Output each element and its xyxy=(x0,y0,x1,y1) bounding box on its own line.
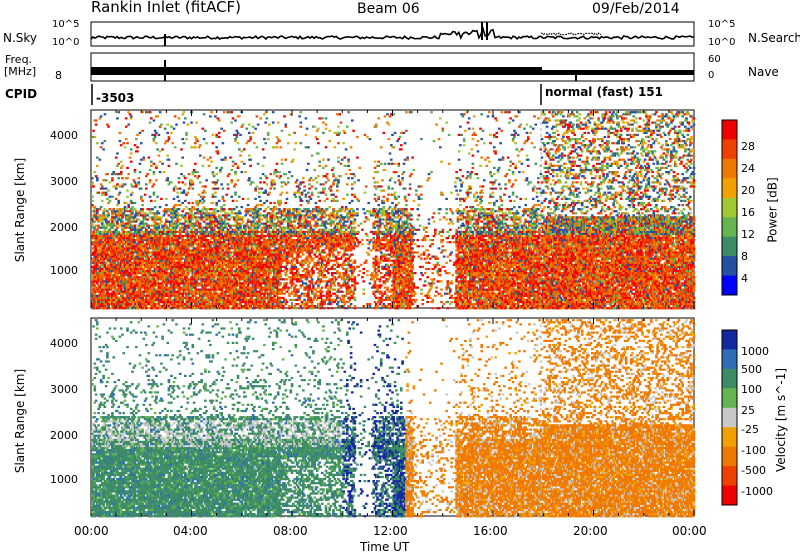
nave-tick-top: 60 xyxy=(708,55,721,65)
freq-label-line2: [MHz] xyxy=(4,66,36,77)
power-ytick-4000: 4000 xyxy=(50,130,78,141)
vel-cb-neg1000: -1000 xyxy=(741,486,773,497)
velocity-colorbar-segment xyxy=(722,485,737,506)
velocity-heatmap xyxy=(91,319,696,518)
power-heatmap xyxy=(91,111,696,310)
velocity-colorbar-segment xyxy=(722,466,737,486)
date-label: 09/Feb/2014 xyxy=(592,2,680,16)
x-axis-label: Time UT xyxy=(360,541,409,553)
power-ytick-2000: 2000 xyxy=(50,222,78,233)
xtick-1200: 12:00 xyxy=(373,525,408,537)
velocity-colorbar xyxy=(721,329,738,506)
power-cb-8: 8 xyxy=(741,251,748,262)
nave-tick-bottom: 0 xyxy=(708,71,714,81)
power-cb-28: 28 xyxy=(741,141,755,152)
nave-trace xyxy=(542,70,694,75)
velocity-colorbar-segment xyxy=(722,349,737,370)
station-title: Rankin Inlet (fitACF) xyxy=(91,0,241,15)
vel-cb-neg500: -500 xyxy=(741,465,766,476)
noise-search-label: N.Search xyxy=(748,32,800,44)
vel-cb-neg100: -100 xyxy=(741,445,766,456)
noise-tick-bottom-left: 10^0 xyxy=(52,38,79,48)
power-colorbar-segment xyxy=(722,197,737,218)
vel-cb-25: 25 xyxy=(741,405,755,416)
xtick-0800: 08:00 xyxy=(273,525,308,537)
noise-sky-label: N.Sky xyxy=(3,32,37,44)
velocity-ytick-1000: 1000 xyxy=(50,474,78,485)
velocity-colorbar-segment xyxy=(722,427,737,448)
freq-band-trace xyxy=(91,67,542,75)
noise-tick-top-right: 10^5 xyxy=(708,20,735,30)
power-cb-16: 16 xyxy=(741,207,755,218)
power-colorbar-segment xyxy=(722,158,737,179)
xtick-2000: 20:00 xyxy=(573,525,608,537)
power-cb-24: 24 xyxy=(741,163,755,174)
velocity-ytick-4000: 4000 xyxy=(50,338,78,349)
power-colorbar xyxy=(721,119,738,296)
velocity-colorbar-segment xyxy=(722,446,737,467)
power-colorbar-segment xyxy=(722,236,737,257)
power-colorbar-segment xyxy=(722,256,737,276)
freq-tick-left: 8 xyxy=(55,70,62,81)
cpid-mode-1: -3503 xyxy=(96,92,134,104)
vel-cb-1000: 1000 xyxy=(741,346,769,357)
power-cb-12: 12 xyxy=(741,229,755,240)
vel-cb-neg25: -25 xyxy=(741,424,759,435)
vel-cb-100: 100 xyxy=(741,384,762,395)
velocity-ytick-3000: 3000 xyxy=(50,384,78,395)
power-colorbar-segment xyxy=(722,275,737,296)
velocity-colorbar-segment xyxy=(722,407,737,428)
power-colorbar-segment xyxy=(722,139,737,160)
xtick-1600: 16:00 xyxy=(473,525,508,537)
power-ytick-3000: 3000 xyxy=(50,176,78,187)
beam-label: Beam 06 xyxy=(357,2,420,16)
power-ytick-1000: 1000 xyxy=(50,265,78,276)
velocity-colorbar-segment xyxy=(722,330,737,350)
xtick-2400: 00:00 xyxy=(672,525,707,537)
noise-tick-top-left: 10^5 xyxy=(52,20,79,30)
power-colorbar-segment xyxy=(722,120,737,140)
power-colorbar-segment xyxy=(722,217,737,238)
cpid-mode-2: normal (fast) 151 xyxy=(545,86,663,98)
x-tick-marks xyxy=(90,110,695,516)
power-cb-20: 20 xyxy=(741,185,755,196)
noise-panel-frame xyxy=(90,21,695,47)
velocity-ytick-2000: 2000 xyxy=(50,430,78,441)
vel-cb-500: 500 xyxy=(741,364,762,375)
velocity-colorbar-segment xyxy=(722,388,737,409)
noise-sky-trace xyxy=(90,25,695,41)
power-cb-4: 4 xyxy=(741,273,748,284)
power-colorbar-segment xyxy=(722,178,737,199)
nave-label: Nave xyxy=(748,66,779,78)
xtick-0400: 04:00 xyxy=(173,525,208,537)
velocity-colorbar-segment xyxy=(722,368,737,389)
xtick-0000: 00:00 xyxy=(74,525,109,537)
freq-label-line1: Freq. xyxy=(5,54,32,65)
noise-tick-bottom-right: 10^0 xyxy=(708,38,735,48)
noise-search-trace xyxy=(540,32,601,36)
cpid-label: CPID xyxy=(5,88,37,100)
